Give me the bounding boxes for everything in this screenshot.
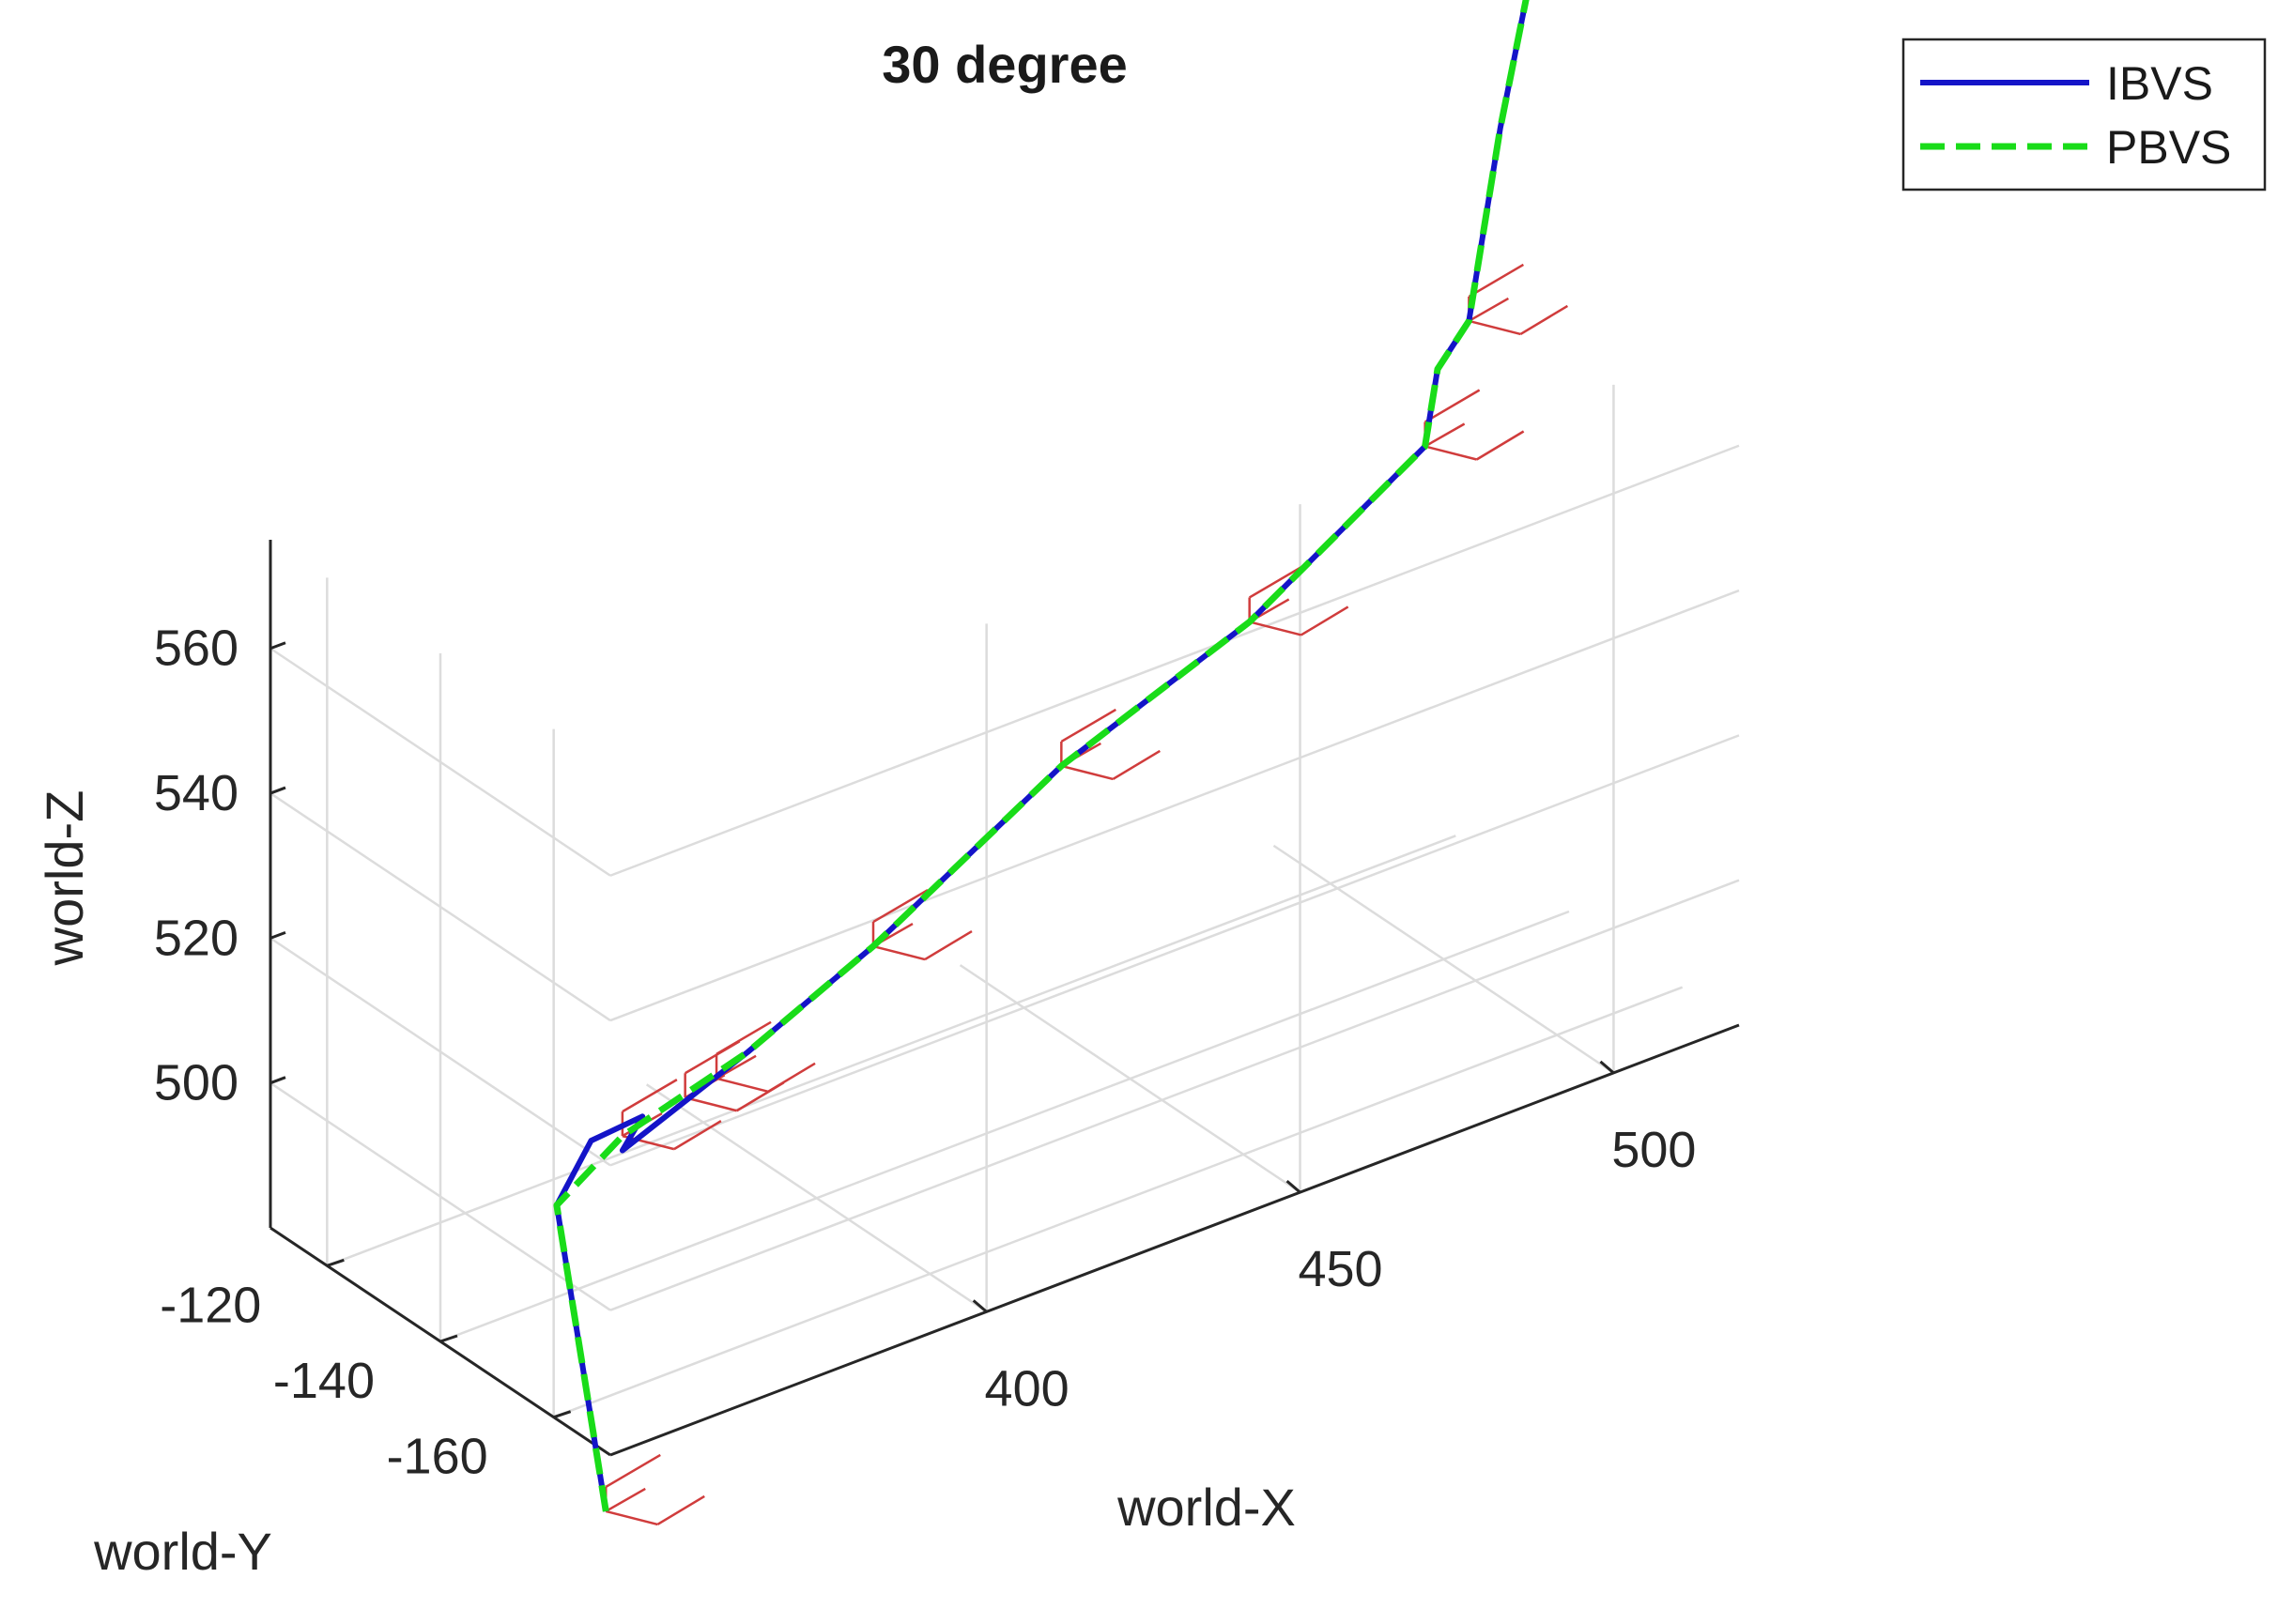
camera-frame-5-edge-2 (1060, 708, 1116, 743)
camera-frame-0-edge-2 (605, 1453, 661, 1489)
z-tick-520 (269, 930, 286, 940)
camera-frame-7-edge-0 (1424, 422, 1466, 448)
z-axis-label: world-Z (35, 790, 94, 967)
camera-frame-1-edge-2 (622, 1079, 678, 1113)
x-tick-450 (1285, 1179, 1301, 1194)
y-tick--120 (326, 1258, 345, 1267)
camera-frame-7-edge-2 (1424, 389, 1481, 423)
series-line-pbvs (553, 0, 1530, 1512)
y-axis-label: world-Y (93, 1522, 272, 1581)
camera-frame-2-edge-3 (685, 1096, 737, 1112)
z-tick-560 (269, 641, 286, 651)
y-tick--140 (439, 1334, 458, 1343)
axis-layer (269, 540, 1740, 1457)
camera-frame-6-edge-3 (1249, 620, 1301, 636)
camera-frame-7-edge-3 (1424, 445, 1477, 461)
camera-frame-0 (605, 1453, 705, 1526)
x-tick-label-400: 400 (985, 1360, 1070, 1417)
camera-frame-6-edge-2 (1249, 564, 1305, 599)
x-axis-line (609, 1023, 1740, 1457)
camera-frame-3-edge-2 (716, 1020, 772, 1055)
chart-title: 30 degree (882, 35, 1128, 94)
y-tick-label--160: -160 (387, 1429, 488, 1485)
grid-line-z-520 (609, 734, 1740, 1167)
camera-frame-5-edge-3 (1061, 764, 1114, 781)
x-tick-label-450: 450 (1298, 1241, 1382, 1297)
legend-box (1901, 38, 2267, 192)
z-tick-label-520: 520 (154, 910, 239, 966)
legend: IBVS PBVS (1901, 38, 2267, 192)
camera-frame-4-edge-2 (872, 888, 929, 924)
grid-line-z-500 (609, 879, 1740, 1311)
z-tick-500 (269, 1076, 286, 1085)
x-tick-label-500: 500 (1611, 1122, 1696, 1178)
camera-frame-0-edge-4 (656, 1494, 705, 1526)
camera-frame-1-edge-4 (673, 1120, 722, 1151)
camera-frame-6 (1248, 564, 1349, 636)
y-tick--160 (553, 1410, 572, 1419)
x-tick-400 (972, 1299, 988, 1313)
z-tick-540 (269, 786, 286, 795)
z-tick-label-500: 500 (154, 1055, 239, 1111)
camera-frames-layer (605, 263, 1569, 1526)
tick-label-layer: 500 520 540 560 400 450 500 -120-140-160 (154, 620, 1697, 1485)
camera-frame-8-edge-2 (1468, 263, 1525, 299)
x-axis-label: world-X (1116, 1478, 1296, 1537)
x-tick-500 (1599, 1060, 1615, 1075)
camera-frame-4-edge-3 (872, 944, 926, 961)
camera-frame-8-edge-4 (1519, 304, 1569, 336)
y-tick-label--140: -140 (273, 1353, 375, 1409)
grid-line-y--160 (553, 986, 1684, 1418)
camera-frame-7 (1424, 389, 1525, 461)
camera-frame-7-edge-4 (1476, 430, 1525, 461)
z-tick-label-540: 540 (154, 765, 239, 821)
grid-layer (269, 384, 1740, 1418)
grid-line-z-540 (609, 589, 1740, 1022)
legend-label-pbvs: PBVS (2106, 121, 2231, 174)
y-tick-label--120: -120 (160, 1277, 261, 1333)
camera-frame-0-edge-3 (605, 1509, 658, 1526)
camera-frame-5-edge-4 (1112, 749, 1161, 781)
camera-frame-0-edge-0 (605, 1487, 646, 1513)
grid-line-y--140 (439, 910, 1570, 1343)
camera-frame-5 (1060, 708, 1161, 781)
series-layer (553, 0, 1530, 1512)
camera-frame-3-edge-4 (767, 1062, 816, 1093)
camera-frame-2 (684, 1040, 785, 1112)
series-line-ibvs (553, 0, 1530, 1512)
legend-label-ibvs: IBVS (2106, 57, 2213, 110)
camera-frame-3-edge-3 (716, 1077, 769, 1094)
camera-frame-8-edge-3 (1469, 319, 1521, 336)
grid-line-z-560 (609, 444, 1740, 877)
camera-frame-3 (715, 1020, 816, 1094)
camera-frame-4-edge-4 (924, 929, 973, 961)
camera-frame-6-edge-4 (1300, 605, 1349, 636)
grid-line-y--120 (326, 835, 1456, 1267)
camera-frame-8 (1468, 263, 1569, 336)
camera-frame-8-edge-0 (1468, 297, 1510, 323)
z-tick-label-560: 560 (154, 620, 239, 677)
